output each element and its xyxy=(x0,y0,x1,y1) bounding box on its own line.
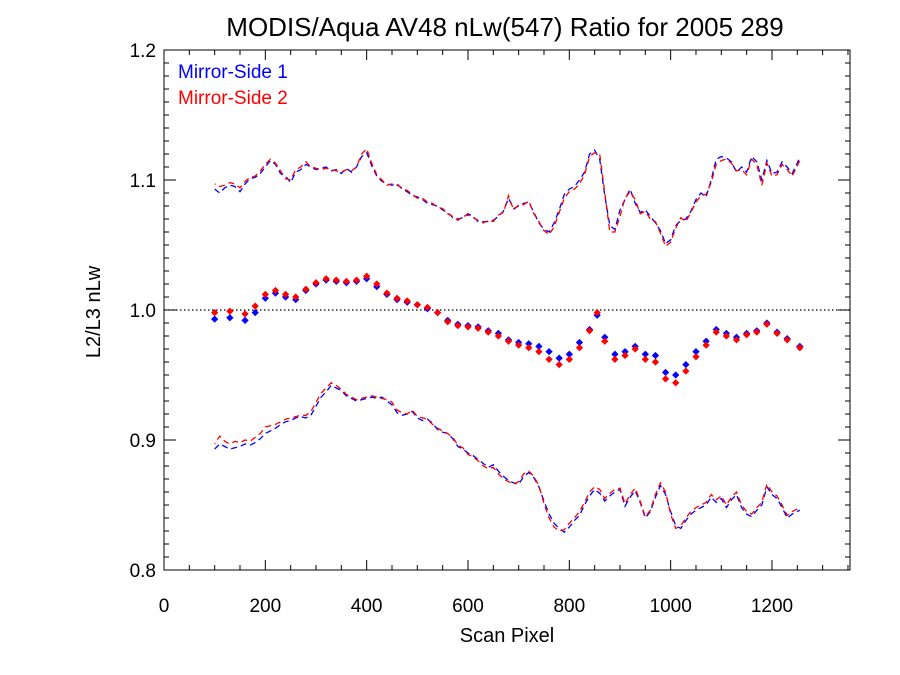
legend-entry-mirror-side-1: Mirror-Side 1 xyxy=(178,62,288,83)
envelope-lines xyxy=(214,147,801,534)
legend: Mirror-Side 1 Mirror-Side 2 xyxy=(178,62,288,109)
series-2-point xyxy=(773,329,781,338)
series-2-point xyxy=(661,375,670,383)
x-tick-label: 1200 xyxy=(751,596,793,617)
series-2-point xyxy=(474,324,482,332)
x-axis-label: Scan Pixel xyxy=(460,625,555,647)
series-2-point xyxy=(261,290,269,299)
series-2-point xyxy=(352,276,361,284)
series-2-point xyxy=(423,303,432,312)
series-1-lower-envelope xyxy=(214,384,801,534)
series-2-point xyxy=(403,297,411,305)
series-2-point xyxy=(302,285,310,293)
y-tick-label: 0.8 xyxy=(130,561,156,582)
series-2-point xyxy=(651,358,660,366)
x-tick-label: 800 xyxy=(553,596,585,617)
series-2-point xyxy=(593,308,601,317)
series-2-point xyxy=(271,286,280,295)
x-tick-label: 600 xyxy=(452,596,484,617)
series-2-point xyxy=(732,336,741,344)
series-1-point xyxy=(211,315,219,323)
series-2-point xyxy=(373,280,381,288)
data-points xyxy=(211,272,804,387)
series-2-point xyxy=(464,323,472,331)
series-2-point xyxy=(672,379,680,387)
series-1-point xyxy=(672,371,680,379)
series-2-point xyxy=(555,360,563,369)
series-2-point xyxy=(454,321,462,330)
x-tick-label: 1000 xyxy=(650,596,692,617)
series-2-point xyxy=(692,353,700,361)
plot-frame xyxy=(163,49,851,571)
series-2-upper-envelope xyxy=(214,147,801,248)
series-2-point xyxy=(363,272,371,280)
series-2-point xyxy=(796,344,804,352)
series-2-point xyxy=(292,293,300,301)
series-1-point xyxy=(226,314,234,322)
series-2-point xyxy=(342,277,351,286)
series-2-point xyxy=(753,328,761,336)
series-1-point xyxy=(251,308,259,317)
series-2-point xyxy=(484,328,492,336)
series-2-point xyxy=(535,347,543,356)
y-tick-label: 1.0 xyxy=(130,301,156,322)
series-2-point xyxy=(763,320,771,328)
series-2-point xyxy=(631,345,639,353)
series-2-point xyxy=(601,337,609,345)
series-2-point xyxy=(575,344,584,352)
series-2-point xyxy=(433,308,442,317)
series-2-point xyxy=(641,355,649,364)
series-2-point xyxy=(621,351,629,360)
series-1-point xyxy=(682,360,690,369)
series-2-point xyxy=(383,289,391,297)
series-1-point xyxy=(545,347,553,356)
series-1-point xyxy=(661,368,670,377)
series-1-point xyxy=(241,316,249,325)
series-2-point xyxy=(611,355,619,364)
y-tick-label: 1.2 xyxy=(130,41,156,62)
series-2-point xyxy=(251,302,259,310)
series-1-point xyxy=(555,354,563,362)
series-2-point xyxy=(545,355,553,364)
series-2-point xyxy=(783,336,791,344)
series-2-point xyxy=(504,337,513,345)
series-2-point xyxy=(413,301,421,309)
y-tick-label: 0.9 xyxy=(130,431,156,452)
series-2-point xyxy=(226,307,234,315)
y-tick-label: 1.1 xyxy=(130,171,156,192)
series-2-point xyxy=(322,275,330,283)
series-2-point xyxy=(312,279,320,287)
series-2-point xyxy=(444,318,452,326)
series-2-point xyxy=(515,341,523,349)
plot-area xyxy=(163,49,851,571)
series-1-point xyxy=(261,294,269,302)
legend-entry-mirror-side-2: Mirror-Side 2 xyxy=(178,88,288,109)
axis-ticks: 0 200 400 600 800 1000 1200 0.8 0.9 1.0 1.1 1.2 xyxy=(130,41,850,617)
series-2-lower-envelope xyxy=(214,382,801,532)
series-2-point xyxy=(241,310,249,318)
series-2-point xyxy=(722,332,731,340)
series-2-point xyxy=(565,355,573,364)
series-2-point xyxy=(585,327,594,335)
x-tick-label: 200 xyxy=(249,596,281,617)
series-2-point xyxy=(702,341,710,349)
series-1-upper-envelope xyxy=(214,149,801,245)
series-2-point xyxy=(332,276,340,284)
series-2-point xyxy=(682,367,690,375)
series-2-point xyxy=(712,328,720,336)
x-tick-label: 0 xyxy=(159,596,170,617)
series-2-point xyxy=(743,331,751,339)
y-axis-label: L2/L3 nLw xyxy=(83,265,105,358)
chart-title: MODIS/Aqua AV48 nLw(547) Ratio for 2005 … xyxy=(226,12,783,42)
series-2-point xyxy=(494,332,503,340)
series-2-point xyxy=(393,294,401,302)
series-1-point xyxy=(651,351,660,360)
series-2-point xyxy=(211,308,219,317)
x-tick-label: 400 xyxy=(351,596,383,617)
series-2-point xyxy=(281,290,290,299)
series-2-point xyxy=(525,344,533,352)
